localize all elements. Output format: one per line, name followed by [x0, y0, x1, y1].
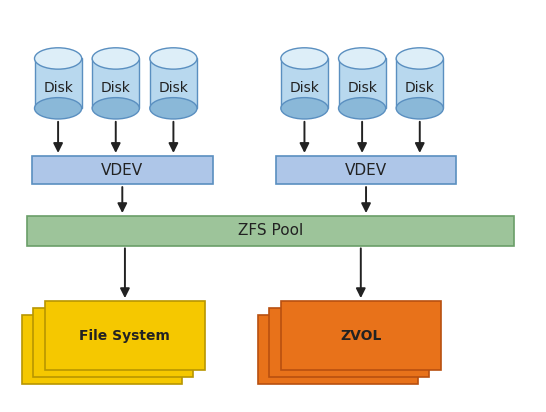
Ellipse shape [281, 98, 328, 119]
FancyBboxPatch shape [339, 59, 385, 108]
Text: Disk: Disk [347, 82, 377, 95]
FancyBboxPatch shape [276, 156, 456, 184]
FancyBboxPatch shape [27, 216, 514, 246]
Text: ZFS Pool: ZFS Pool [238, 223, 303, 238]
Text: Disk: Disk [158, 82, 188, 95]
Text: VDEV: VDEV [345, 162, 387, 178]
FancyBboxPatch shape [281, 301, 441, 370]
Text: Disk: Disk [101, 82, 130, 95]
Text: VDEV: VDEV [101, 162, 144, 178]
FancyBboxPatch shape [22, 315, 182, 384]
Ellipse shape [339, 48, 385, 69]
Ellipse shape [281, 48, 328, 69]
FancyBboxPatch shape [150, 59, 197, 108]
FancyBboxPatch shape [396, 59, 443, 108]
FancyBboxPatch shape [281, 59, 328, 108]
Ellipse shape [150, 48, 197, 69]
FancyBboxPatch shape [32, 156, 213, 184]
Text: Disk: Disk [289, 82, 319, 95]
Text: File System: File System [80, 328, 170, 342]
Ellipse shape [150, 98, 197, 119]
Text: Disk: Disk [405, 82, 435, 95]
FancyBboxPatch shape [33, 308, 193, 377]
FancyBboxPatch shape [34, 59, 82, 108]
Text: Disk: Disk [43, 82, 73, 95]
FancyBboxPatch shape [269, 308, 429, 377]
Ellipse shape [34, 48, 82, 69]
Ellipse shape [396, 48, 443, 69]
FancyBboxPatch shape [258, 315, 418, 384]
FancyBboxPatch shape [92, 59, 139, 108]
Ellipse shape [34, 98, 82, 119]
Text: ZVOL: ZVOL [340, 328, 382, 342]
Ellipse shape [396, 98, 443, 119]
Ellipse shape [339, 98, 385, 119]
FancyBboxPatch shape [45, 301, 205, 370]
Ellipse shape [92, 48, 139, 69]
Ellipse shape [92, 98, 139, 119]
